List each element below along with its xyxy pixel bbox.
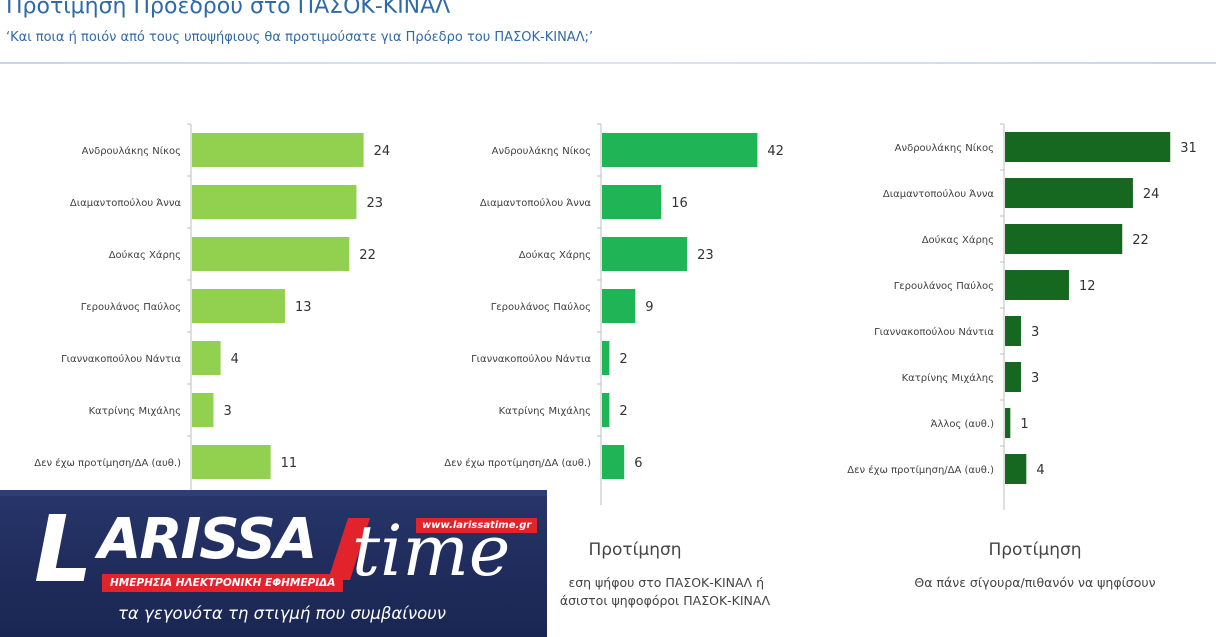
chart-2-value-label: 23 (697, 248, 714, 263)
chart-1-bar (192, 393, 214, 427)
chart-2-category-label: Διαμαντοπούλου Άννα (480, 197, 592, 209)
bar-chart-2: Ανδρουλάκης Νίκος 42 Διαμαντοπούλου Άννα 16… (444, 123, 784, 505)
chart-3-bar (1005, 224, 1123, 254)
chart-2-value-label: 9 (645, 300, 653, 315)
chart-3-bar (1005, 454, 1027, 484)
chart-2-category-label: Κατρίνης Μιχάλης (499, 405, 591, 417)
logo-slogan: τα γεγονότα τη στιγμή που συμβαίνουν (118, 604, 446, 623)
chart-2-value-label: 42 (767, 144, 784, 159)
chart-3-category-label: Γιαννακοπούλου Νάντια (874, 326, 994, 338)
chart-1-value-label: 24 (374, 144, 391, 159)
chart-3-value-label: 1 (1020, 417, 1028, 432)
chart-1-bar (192, 341, 221, 375)
chart-2-bar (602, 445, 625, 479)
chart-2-bar (602, 185, 662, 219)
chart-3-value-label: 3 (1031, 325, 1039, 340)
chart-1-category-label: Δεν έχω προτίμηση/ΔΑ (αυθ.) (34, 457, 181, 469)
chart-3-category-label: Άλλος (αυθ.) (931, 418, 995, 430)
chart-1-bar (192, 133, 364, 167)
larissatime-logo: L ARISSA time www.larissatime.gr ΗΜΕΡΗΣΙ… (0, 490, 547, 637)
chart-1-bar (192, 445, 271, 479)
chart-3-bar (1005, 178, 1133, 208)
chart-3-value-label: 12 (1079, 279, 1096, 294)
logo-letter: L (34, 496, 93, 603)
chart-3-category-label: Γερουλάνος Παύλος (894, 280, 994, 292)
chart-2-bar (602, 133, 758, 167)
chart-2-bar (602, 289, 636, 323)
chart-2-bar (602, 393, 610, 427)
chart-2-category-label: Δούκας Χάρης (519, 249, 591, 261)
chart-1-category-label: Δούκας Χάρης (109, 249, 181, 261)
chart-1-bar (192, 185, 357, 219)
logo-url: www.larissatime.gr (416, 518, 538, 533)
chart-1-value-label: 22 (359, 248, 376, 263)
chart-1-category-label: Διαμαντοπούλου Άννα (70, 197, 182, 209)
chart-2-value-label: 2 (619, 352, 627, 367)
chart-3-category-label: Διαμαντοπούλου Άννα (883, 188, 995, 200)
chart-2-value-label: 2 (619, 404, 627, 419)
logo-stripe (0, 490, 547, 496)
chart-2-caption-line-1: εση ψήφου στο ΠΑΣΟΚ-ΚΙΝΑΛ ή (568, 575, 764, 590)
chart-3-value-label: 24 (1143, 187, 1160, 202)
chart-2-caption: Προτίμηση εση ψήφου στο ΠΑΣΟΚ-ΚΙΝΑΛ ή άσ… (500, 540, 770, 610)
logo-tagline: ΗΜΕΡΗΣΙΑ ΗΛΕΚΤΡΟΝΙΚΗ ΕΦΗΜΕΡΙΔΑ (102, 574, 344, 592)
chart-2-category-label: Δεν έχω προτίμηση/ΔΑ (αυθ.) (444, 457, 591, 469)
chart-1-category-label: Γερουλάνος Παύλος (81, 301, 181, 313)
chart-1-value-label: 13 (295, 300, 312, 315)
chart-1-value-label: 3 (223, 404, 231, 419)
chart-2-category-label: Ανδρουλάκης Νίκος (492, 145, 591, 157)
chart-3-bar (1005, 362, 1021, 392)
bar-chart-1: Ανδρουλάκης Νίκος 24 Διαμαντοπούλου Άννα 23… (34, 123, 391, 505)
chart-3-value-label: 3 (1031, 371, 1039, 386)
chart-1-category-label: Κατρίνης Μιχάλης (89, 405, 181, 417)
chart-2-caption-line-2: άσιστοι ψηφοφόροι ΠΑΣΟΚ-ΚΙΝΑΛ (559, 593, 770, 608)
chart-2-category-label: Γερουλάνος Παύλος (491, 301, 591, 313)
chart-3-category-label: Δούκας Χάρης (922, 234, 994, 246)
chart-1-category-label: Ανδρουλάκης Νίκος (82, 145, 181, 157)
chart-3-bar (1005, 132, 1171, 162)
chart-3-caption-title: Προτίμηση (988, 540, 1082, 560)
chart-3-value-label: 22 (1132, 233, 1149, 248)
chart-2-bar (602, 341, 610, 375)
chart-2-caption-title: Προτίμηση (588, 540, 682, 560)
chart-3-category-label: Δεν έχω προτίμηση/ΔΑ (αυθ.) (847, 464, 994, 476)
chart-3-bar (1005, 316, 1021, 346)
chart-2-value-label: 6 (634, 456, 642, 471)
chart-2-bar (602, 237, 688, 271)
chart-1-value-label: 23 (366, 196, 383, 211)
chart-3-value-label: 31 (1180, 141, 1197, 156)
page-title: Προτίμηση Προέδρου στο ΠΑΣΟΚ-ΚΙΝΑΛ (6, 0, 451, 19)
title-divider (0, 62, 1216, 64)
chart-1-bar (192, 237, 350, 271)
chart-1-value-label: 4 (231, 352, 239, 367)
logo-word: ARISSA (98, 507, 317, 572)
chart-3-value-label: 4 (1036, 463, 1044, 478)
chart-3-category-label: Ανδρουλάκης Νίκος (895, 142, 994, 154)
chart-3-bar (1005, 270, 1069, 300)
chart-1-value-label: 11 (281, 456, 298, 471)
chart-3-caption-line-1: Θα πάνε σίγουρα/πιθανόν να ψηφίσουν (914, 575, 1156, 590)
chart-3-caption: Προτίμηση Θα πάνε σίγουρα/πιθανόν να ψηφ… (880, 540, 1190, 592)
chart-3-category-label: Κατρίνης Μιχάλης (902, 372, 994, 384)
chart-1-bar (192, 289, 285, 323)
page-subtitle: ‘Και ποια ή ποιόν από τους υποψήφιους θα… (6, 30, 594, 45)
chart-3-bar (1005, 408, 1011, 438)
chart-1-category-label: Γιαννακοπούλου Νάντια (61, 353, 181, 365)
chart-2-category-label: Γιαννακοπούλου Νάντια (471, 353, 591, 365)
chart-2-value-label: 16 (671, 196, 688, 211)
